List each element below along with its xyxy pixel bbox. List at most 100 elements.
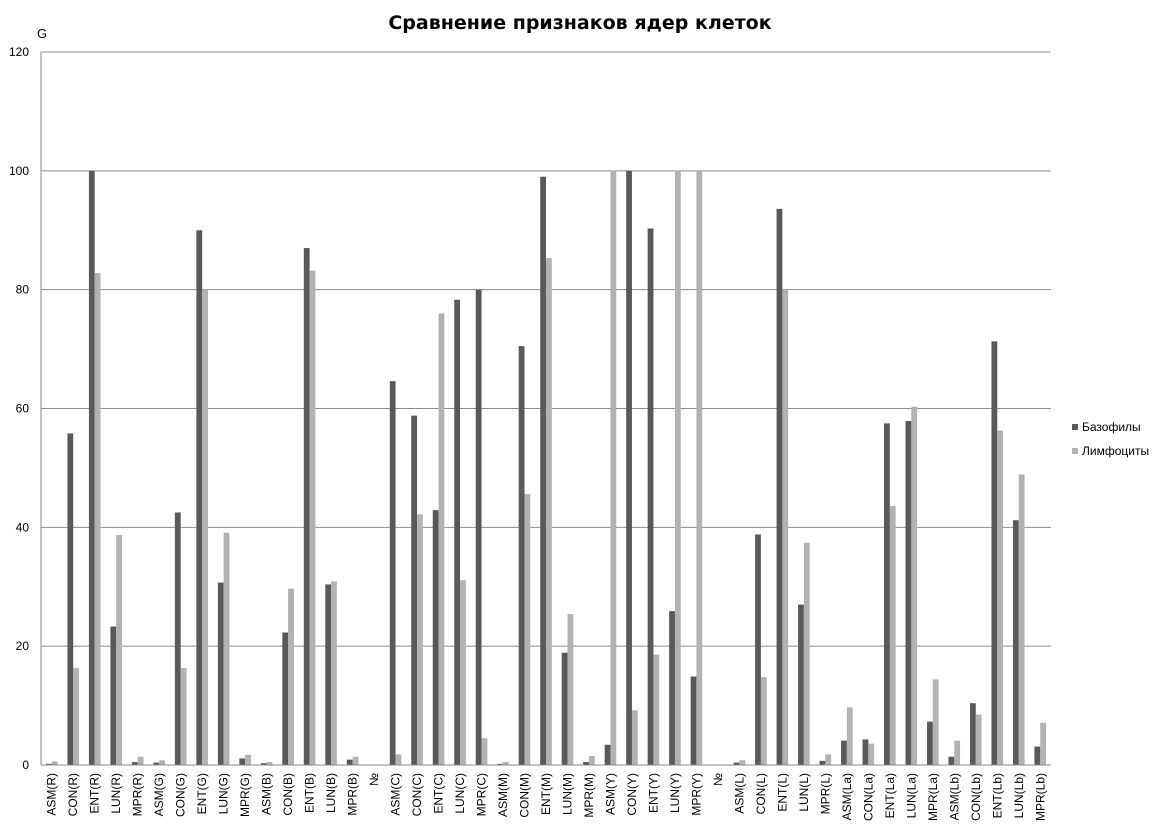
bar-basophils	[174, 512, 181, 765]
x-tick-label: ASM(L)	[732, 773, 746, 814]
bar-lymphocytes	[137, 756, 144, 765]
x-tick-label: MPR(La)	[926, 773, 940, 821]
x-tick-label: CON(M)	[518, 773, 532, 818]
x-tick-label: ASM(B)	[260, 773, 274, 815]
x-tick-label: ASM(M)	[496, 773, 510, 817]
x-tick-label: MPR(Y)	[689, 773, 703, 816]
x-tick-label: CON(B)	[281, 773, 295, 816]
bar-lymphocytes	[911, 406, 918, 765]
bar-basophils	[927, 721, 933, 765]
x-tick-label: ASM(R)	[45, 773, 59, 816]
bar-basophils	[239, 758, 246, 765]
bar-basophils	[325, 584, 332, 765]
bar-basophils	[991, 341, 998, 765]
bar-basophils	[647, 228, 654, 765]
x-tick-label: ASM(C)	[389, 773, 403, 816]
bar-lymphocytes	[889, 505, 896, 765]
bar-basophils	[67, 433, 74, 765]
bar-basophils	[733, 762, 740, 765]
y-tick-label: 60	[16, 402, 30, 416]
x-tick-label: LUN(B)	[324, 773, 338, 813]
y-tick-label: 80	[16, 283, 30, 297]
x-tick-label: LUN(Y)	[668, 773, 682, 813]
x-tick-label: LUN(Lb)	[1012, 773, 1026, 818]
bar-lymphocytes	[94, 273, 101, 765]
bar-lymphocytes	[202, 289, 208, 765]
legend-swatch	[1072, 448, 1078, 454]
x-tick-label: CON(La)	[861, 773, 875, 821]
x-tick-label: ASM(Lb)	[947, 773, 961, 820]
bar-lymphocytes	[782, 289, 789, 765]
x-tick-label: ENT(B)	[303, 773, 317, 813]
x-tick-label: MPR(R)	[131, 773, 145, 816]
bar-lymphocytes	[846, 707, 853, 765]
bar-lymphocytes	[309, 270, 316, 765]
x-tick-label: ENT(La)	[883, 773, 897, 818]
legend-label: Лимфоциты	[1082, 444, 1149, 458]
bar-basophils	[389, 381, 396, 765]
bar-basophils	[669, 611, 675, 765]
x-tick-label: ENT(C)	[432, 773, 446, 814]
x-tick-label: LUN(M)	[560, 773, 574, 815]
bar-basophils	[131, 762, 138, 765]
bar-basophils	[948, 756, 955, 765]
x-tick-label: №	[367, 773, 381, 786]
bar-lymphocytes	[352, 756, 359, 765]
bar-basophils	[841, 740, 847, 765]
bar-lymphocytes	[653, 654, 660, 765]
y-tick-labels: 0 20 40 60 80 100 120	[9, 45, 29, 772]
bar-basophils	[798, 604, 804, 765]
bar-lymphocytes	[739, 760, 746, 765]
bar-lymphocytes	[567, 614, 574, 765]
bar-basophils	[626, 170, 632, 766]
bar-lymphocytes	[524, 494, 531, 765]
bar-basophils	[969, 703, 976, 765]
x-tick-label: MPR(B)	[346, 773, 360, 816]
bar-lymphocytes	[674, 170, 681, 766]
bar-basophils	[475, 289, 482, 765]
x-tick-label: ENT(Y)	[646, 773, 660, 813]
bar-basophils	[583, 762, 589, 765]
legend-swatch	[1072, 424, 1078, 430]
bar-lymphocytes	[245, 754, 251, 765]
x-tick-label: LUN(L)	[797, 773, 811, 812]
bar-lymphocytes	[223, 532, 230, 765]
bar-basophils	[88, 170, 95, 766]
bar-lymphocytes	[631, 710, 638, 765]
x-tick-label: MPR(Lb)	[1033, 773, 1047, 821]
bar-basophils	[432, 510, 439, 765]
x-tick-label: MPR(G)	[238, 773, 252, 817]
bar-lymphocytes	[610, 170, 617, 766]
x-tick-label: CON(L)	[754, 773, 768, 814]
bar-basophils	[884, 423, 890, 765]
bar-basophils	[303, 248, 310, 765]
bar-lymphocytes	[825, 754, 832, 765]
legend-label: Базофилы	[1082, 420, 1141, 434]
x-tick-label: ENT(L)	[775, 773, 789, 812]
y-tick-label: 100	[9, 164, 29, 178]
bar-basophils	[1012, 520, 1019, 765]
y-tick-label: 0	[22, 758, 29, 772]
bar-lymphocytes	[481, 738, 488, 765]
bar-lymphocytes	[159, 760, 165, 765]
chart-title: Сравнение признаков ядер клеток	[388, 12, 771, 34]
bar-basophils	[45, 763, 52, 765]
bars	[45, 170, 1047, 766]
bar-lymphocytes	[288, 588, 294, 765]
bar-basophils	[110, 626, 117, 765]
bar-basophils	[905, 420, 912, 765]
bar-lymphocytes	[868, 743, 875, 765]
bar-basophils	[561, 652, 568, 765]
bar-basophils	[153, 762, 160, 765]
x-tick-label: LUN(La)	[904, 773, 918, 818]
bar-basophils	[196, 230, 203, 765]
x-tick-label: ASM(G)	[152, 773, 166, 816]
x-tick-label: LUN(R)	[109, 773, 123, 814]
bar-lymphocytes	[760, 677, 767, 765]
bar-lymphocytes	[460, 580, 466, 765]
bar-lymphocytes	[116, 535, 123, 765]
x-tick-label: ENT(G)	[195, 773, 209, 814]
x-tick-label: ENT(M)	[539, 773, 553, 815]
y-tick-label: 20	[16, 639, 30, 653]
